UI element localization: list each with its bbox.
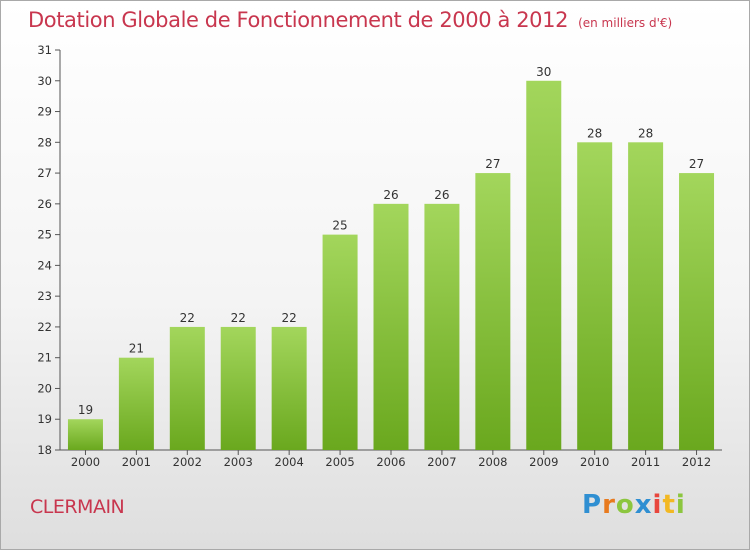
- bar: [679, 173, 715, 451]
- y-tick-label: 27: [37, 166, 52, 180]
- bar-value-label: 25: [332, 219, 347, 233]
- bar: [373, 203, 409, 450]
- bar-value-label: 22: [180, 311, 195, 325]
- x-tick-label: 2003: [224, 455, 253, 469]
- bar-value-label: 19: [78, 403, 93, 417]
- x-tick-label: 2008: [478, 455, 507, 469]
- y-tick-label: 19: [37, 412, 52, 426]
- x-tick-label: 2005: [325, 455, 354, 469]
- bar: [271, 326, 307, 450]
- x-tick-label: 2009: [529, 455, 558, 469]
- bar: [424, 203, 460, 450]
- y-tick-label: 22: [37, 320, 52, 334]
- x-tick-label: 2011: [631, 455, 660, 469]
- bar-value-label: 27: [689, 157, 704, 171]
- bar: [169, 326, 205, 450]
- x-tick-label: 2004: [275, 455, 304, 469]
- y-tick-label: 31: [37, 43, 52, 57]
- proxiti-logo: Proxiti: [582, 490, 686, 520]
- bar-value-label: 21: [129, 342, 144, 356]
- bar-value-label: 22: [231, 311, 246, 325]
- x-tick-label: 2007: [427, 455, 456, 469]
- chart-subtitle: (en milliers d'€): [578, 16, 673, 30]
- bar: [67, 419, 103, 450]
- bar-value-label: 22: [282, 311, 297, 325]
- y-tick-label: 29: [37, 105, 52, 119]
- bar: [475, 173, 511, 451]
- commune-name: CLERMAIN: [30, 496, 125, 518]
- bar: [220, 326, 256, 450]
- bar: [577, 142, 613, 451]
- bars: [67, 80, 715, 451]
- chart-title-text: Dotation Globale de Fonctionnement de 20…: [28, 8, 569, 32]
- bar-value-label: 28: [587, 126, 602, 140]
- x-tick-label: 2010: [580, 455, 609, 469]
- value-labels: 19 21 22 22 22 25 26 26 27 30 28 28 27: [78, 65, 704, 417]
- bar-value-label: 26: [383, 188, 398, 202]
- y-tick-label: 20: [37, 381, 52, 395]
- y-tick-label: 24: [37, 258, 52, 272]
- bar: [322, 234, 358, 450]
- x-tick-label: 2012: [682, 455, 711, 469]
- y-tick-label: 25: [37, 228, 52, 242]
- y-tick-label: 30: [37, 74, 52, 88]
- x-tick-label: 2001: [122, 455, 151, 469]
- y-tick-label: 23: [37, 289, 52, 303]
- bar-value-label: 30: [536, 65, 551, 79]
- bar: [526, 80, 562, 451]
- y-tick-label: 21: [37, 351, 52, 365]
- chart-title: Dotation Globale de Fonctionnement de 20…: [28, 8, 672, 32]
- y-tick-label: 18: [37, 443, 52, 457]
- y-tick-label: 26: [37, 197, 52, 211]
- bar-value-label: 27: [485, 157, 500, 171]
- bar: [118, 357, 154, 450]
- bar-value-label: 28: [638, 126, 653, 140]
- y-tick-label: 28: [37, 135, 52, 149]
- bar-value-label: 26: [434, 188, 449, 202]
- x-tick-label: 2006: [376, 455, 405, 469]
- x-tick-label: 2000: [71, 455, 100, 469]
- bar: [628, 142, 664, 451]
- x-tick-label: 2002: [173, 455, 202, 469]
